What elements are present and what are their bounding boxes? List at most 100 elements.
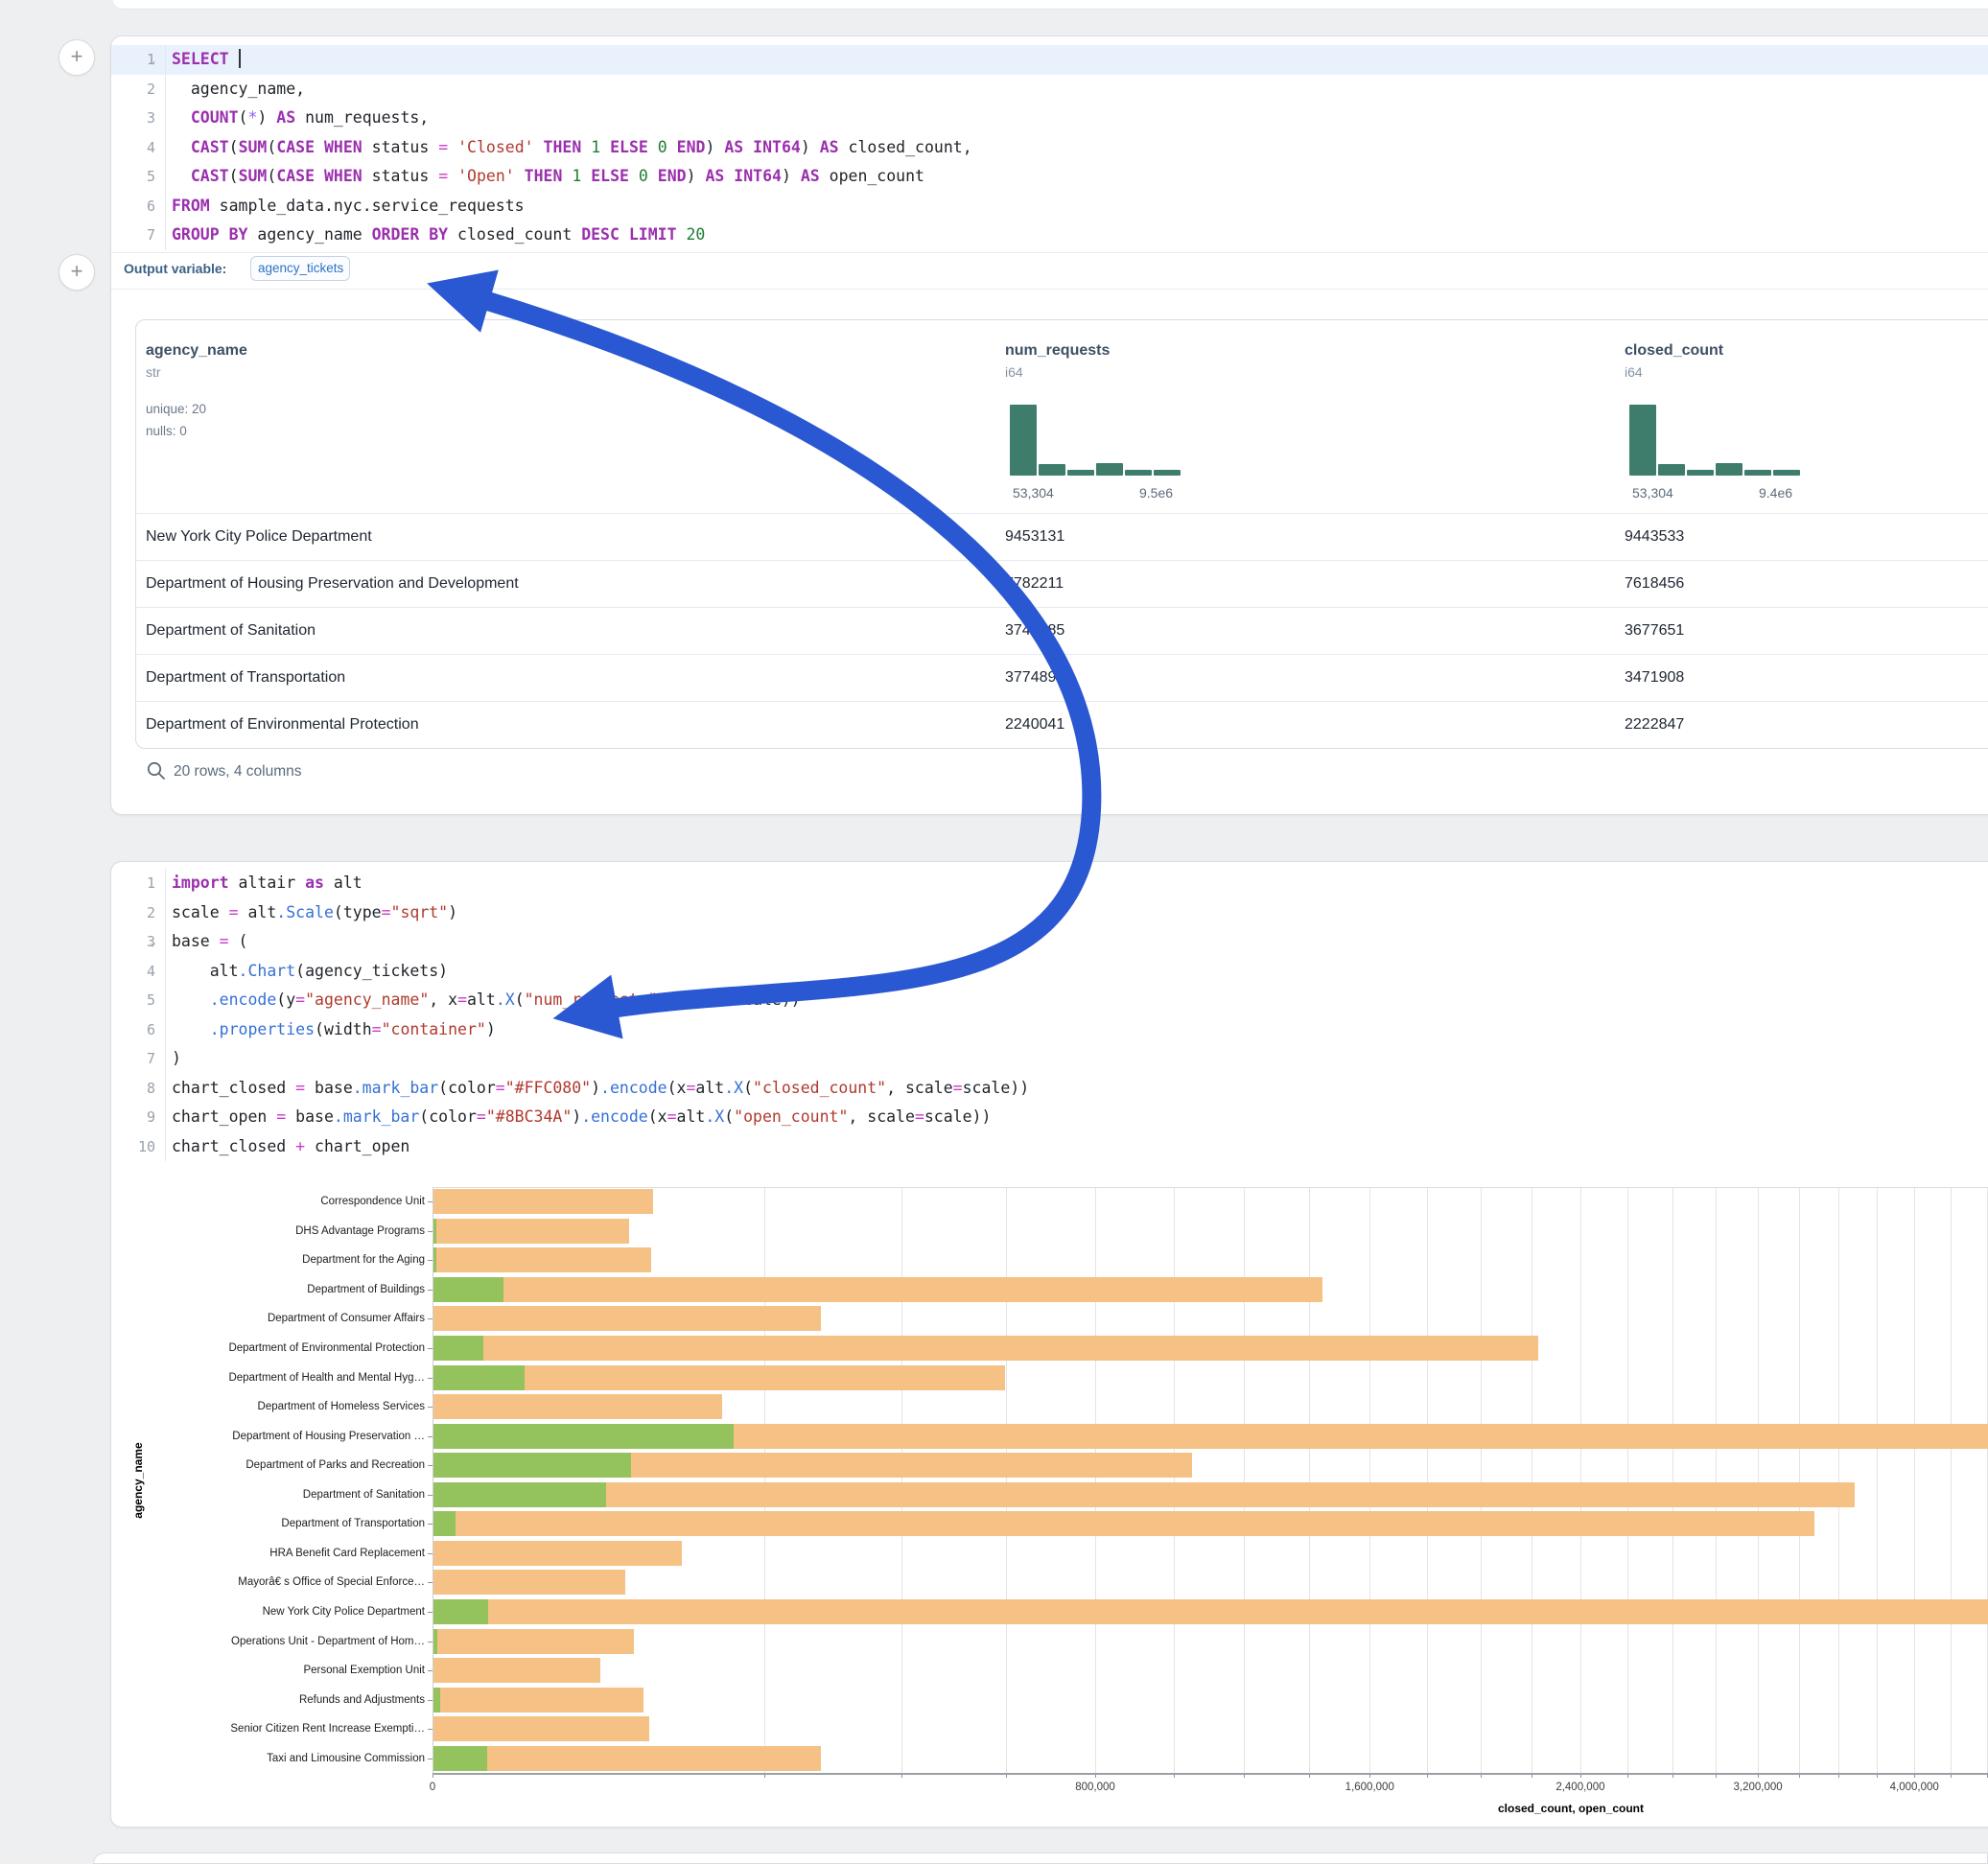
code-token: )	[782, 167, 801, 185]
code-token: closed_count	[448, 225, 581, 244]
code-token	[724, 167, 734, 185]
gridline	[1095, 1187, 1096, 1773]
gutter-divider	[165, 133, 166, 163]
y-axis-label: Correspondence Unit	[320, 1196, 425, 1207]
code-line[interactable]: 3 COUNT(*) AS num_requests,	[111, 104, 1988, 133]
code-line[interactable]: 6FROM sample_data.nyc.service_requests	[111, 192, 1988, 221]
histogram-bar	[1687, 470, 1714, 476]
code-token: INT64	[753, 138, 801, 156]
x-axis-label: 3,200,000	[1733, 1782, 1782, 1793]
bar-open-count	[433, 1336, 483, 1361]
code-line[interactable]: 7GROUP BY agency_name ORDER BY closed_co…	[111, 221, 1988, 250]
chevron-down-icon[interactable]: ⌄	[150, 46, 156, 76]
code-token: =	[438, 167, 448, 185]
column-header-num_requests[interactable]: num_requests	[1005, 342, 1110, 360]
gutter-divider	[165, 104, 166, 133]
code-token: agency_name	[247, 225, 371, 244]
bar-closed-count	[433, 1716, 649, 1741]
code-token	[620, 225, 629, 244]
column-type: i64	[1005, 364, 1023, 380]
code-text: CAST(SUM(CASE WHEN status = 'Open' THEN …	[172, 162, 924, 192]
x-axis-label: 2,400,000	[1555, 1782, 1604, 1793]
y-axis-label: Department of Parks and Recreation	[246, 1459, 425, 1471]
code-token: ELSE	[591, 167, 629, 185]
code-token: END	[658, 167, 687, 185]
y-axis-label: Department of Homeless Services	[258, 1401, 425, 1412]
y-axis-tick	[428, 1290, 433, 1291]
code-token	[515, 167, 525, 185]
gridline	[1914, 1187, 1915, 1773]
table-cell: 7782211	[1005, 561, 1064, 607]
gutter-divider	[165, 221, 166, 250]
bar-closed-count	[433, 1189, 653, 1214]
add-cell-button-top[interactable]: +	[58, 39, 95, 76]
bar-closed-count	[433, 1482, 1855, 1507]
bar-closed-count	[433, 1511, 1814, 1536]
y-axis-label: HRA Benefit Card Replacement	[269, 1548, 425, 1559]
code-text: SELECT	[172, 45, 241, 75]
bar-closed-count	[433, 1746, 821, 1771]
gridline	[1580, 1187, 1581, 1773]
bar-closed-count	[433, 1336, 1538, 1361]
table-cell: 3677651	[1625, 608, 1684, 654]
y-axis-tick	[428, 1318, 433, 1319]
text-cursor	[239, 49, 241, 68]
add-cell-button-middle[interactable]: +	[58, 254, 95, 291]
y-axis-label: Taxi and Limousine Commission	[267, 1753, 425, 1764]
bar-open-count	[433, 1277, 503, 1302]
search-icon[interactable]	[146, 760, 167, 781]
table-cell: Department of Environmental Protection	[146, 702, 419, 748]
code-token: 1	[572, 167, 581, 185]
code-token	[600, 138, 610, 156]
code-text: FROM sample_data.nyc.service_requests	[172, 192, 525, 221]
code-line[interactable]: 1⌄SELECT	[111, 45, 1988, 75]
code-token	[172, 138, 191, 156]
bar-closed-count	[433, 1219, 629, 1244]
bar-open-count	[433, 1219, 436, 1244]
table-cell: 7618456	[1625, 561, 1684, 607]
code-token: open_count	[820, 167, 924, 185]
gridline	[1006, 1187, 1007, 1773]
code-token: closed_count,	[839, 138, 972, 156]
code-text: agency_name,	[172, 75, 305, 105]
x-axis-label: 0	[430, 1782, 435, 1793]
histogram-bar	[1773, 470, 1800, 476]
table-cell: New York City Police Department	[146, 514, 372, 560]
gridline	[1838, 1187, 1839, 1773]
code-line[interactable]: 4 CAST(SUM(CASE WHEN status = 'Closed' T…	[111, 133, 1988, 163]
bar-closed-count	[433, 1570, 625, 1595]
code-token: INT64	[734, 167, 782, 185]
line-number-text: 7	[119, 221, 155, 250]
histogram-max-label: 9.5e6	[1139, 485, 1173, 501]
y-axis-tick	[428, 1260, 433, 1261]
code-token	[581, 138, 591, 156]
previous-cell-edge	[113, 0, 1988, 10]
gridline	[1627, 1187, 1628, 1773]
code-token: 0	[639, 167, 648, 185]
code-token	[677, 225, 687, 244]
x-axis-title: closed_count, open_count	[1498, 1802, 1644, 1815]
gridline	[1481, 1187, 1482, 1773]
histogram-bar	[1010, 405, 1037, 476]
y-axis-tick	[428, 1407, 433, 1408]
output-variable-chip[interactable]: agency_tickets	[250, 256, 350, 281]
column-header-closed_count[interactable]: closed_count	[1625, 342, 1723, 360]
bar-closed-count	[433, 1277, 1322, 1302]
column-header-agency_name[interactable]: agency_name	[146, 342, 247, 360]
code-token: )	[257, 108, 276, 127]
line-number-text: 4	[119, 133, 155, 163]
bar-closed-count	[433, 1658, 600, 1683]
code-line[interactable]: 5 CAST(SUM(CASE WHEN status = 'Open' THE…	[111, 162, 1988, 192]
code-token: AS	[820, 138, 839, 156]
code-token: SUM	[239, 138, 268, 156]
code-token: ORDER BY	[372, 225, 448, 244]
code-token: =	[438, 138, 448, 156]
code-token	[629, 167, 639, 185]
line-number: 5	[111, 162, 155, 192]
y-axis-label: Personal Exemption Unit	[303, 1665, 425, 1676]
bar-open-count	[433, 1424, 734, 1449]
gridline	[1987, 1187, 1988, 1773]
table-row: Department of Sanitation37494853677651	[136, 607, 1988, 655]
sql-code-editor[interactable]: 1 ⌄ SELECT 2 agency_name,3 COUNT(*) AS num…	[111, 45, 1988, 252]
code-line[interactable]: 2 agency_name,	[111, 75, 1988, 105]
